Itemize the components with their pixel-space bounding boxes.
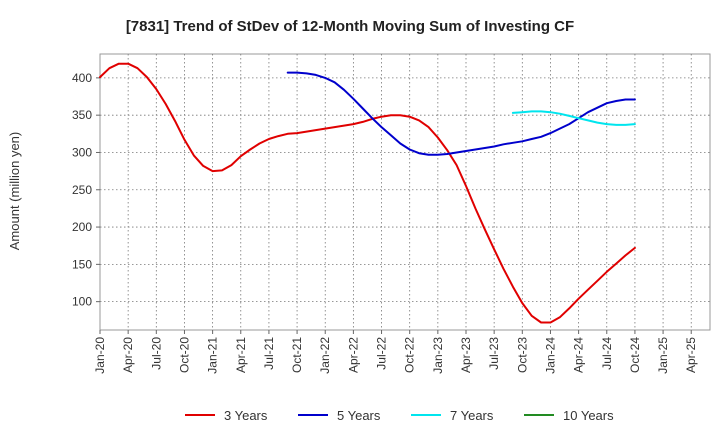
x-tick-label: Oct-23 xyxy=(515,337,529,373)
x-tick-label: Jul-22 xyxy=(375,337,389,370)
series-lines xyxy=(99,62,636,324)
x-tick-label: Jan-24 xyxy=(543,337,557,374)
series-line-7-years xyxy=(511,110,636,126)
x-tick-label: Apr-20 xyxy=(121,337,135,373)
x-tick-label: Apr-23 xyxy=(459,337,473,373)
x-tick-label: Jan-20 xyxy=(93,337,107,374)
legend-label-5-years: 5 Years xyxy=(337,408,381,423)
y-tick-label: 150 xyxy=(72,257,92,271)
legend: 3 Years 5 Years 7 Years 10 Years xyxy=(185,408,614,423)
x-tick-label: Jul-24 xyxy=(600,337,614,370)
x-tick-label: Jul-23 xyxy=(487,337,501,370)
y-tick-label: 400 xyxy=(72,71,92,85)
legend-label-10-years: 10 Years xyxy=(563,408,614,423)
x-tick-label: Jan-21 xyxy=(206,337,220,374)
y-tick-label: 350 xyxy=(72,108,92,122)
x-tick-label: Oct-22 xyxy=(403,337,417,373)
plot-area xyxy=(99,53,711,331)
x-tick-label: Apr-24 xyxy=(572,337,586,373)
x-tick-label: Jan-22 xyxy=(318,337,332,374)
x-tick-label: Oct-24 xyxy=(628,337,642,373)
x-axis-ticks: Jan-20 Apr-20 Jul-20 Oct-20 Jan-21 Apr-21 Jul-… xyxy=(93,330,698,374)
x-tick-label: Jul-20 xyxy=(149,337,163,370)
x-tick-label: Apr-21 xyxy=(234,337,248,373)
legend-label-7-years: 7 Years xyxy=(450,408,494,423)
y-tick-label: 200 xyxy=(72,220,92,234)
series-line-5-years xyxy=(286,71,636,156)
y-tick-label: 100 xyxy=(72,295,92,309)
grid xyxy=(100,54,710,330)
x-tick-label: Oct-20 xyxy=(177,337,191,373)
x-tick-label: Jan-25 xyxy=(656,337,670,374)
chart-title: [7831] Trend of StDev of 12-Month Moving… xyxy=(126,18,574,35)
x-tick-label: Apr-22 xyxy=(346,337,360,373)
x-tick-label: Jan-23 xyxy=(431,337,445,374)
x-tick-label: Apr-25 xyxy=(684,337,698,373)
y-tick-label: 250 xyxy=(72,183,92,197)
series-line-3-years xyxy=(99,62,636,324)
x-tick-label: Jul-21 xyxy=(262,337,276,370)
y-axis-label: Amount (million yen) xyxy=(7,132,22,251)
x-tick-label: Oct-21 xyxy=(290,337,304,373)
y-tick-label: 300 xyxy=(72,145,92,159)
y-axis-ticks: 100 150 200 250 300 350 400 xyxy=(72,71,100,309)
legend-label-3-years: 3 Years xyxy=(224,408,268,423)
